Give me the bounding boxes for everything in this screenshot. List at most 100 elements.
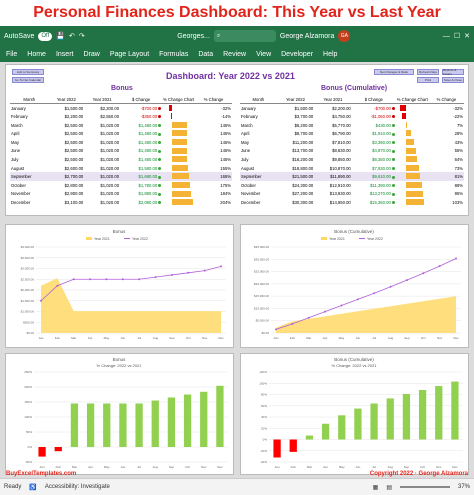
cell-a[interactable]: $24,300.00 bbox=[292, 182, 314, 188]
cell-c[interactable]: $6,350.00 bbox=[352, 155, 396, 164]
cell-c[interactable]: -$350.00 bbox=[120, 112, 162, 121]
cell-p[interactable]: 165% bbox=[195, 172, 232, 181]
cell-b[interactable]: $9,850.00 bbox=[332, 156, 351, 162]
cell-a[interactable]: $13,700.00 bbox=[292, 148, 314, 154]
cell-c[interactable]: $4,870.00 bbox=[352, 147, 396, 156]
cell-p[interactable]: 81% bbox=[428, 172, 464, 181]
cell-a[interactable]: $2,500.00 bbox=[64, 131, 84, 137]
cell-a[interactable]: $2,500.00 bbox=[64, 156, 84, 162]
cell-m[interactable]: August bbox=[241, 165, 255, 171]
cell-m[interactable]: January bbox=[241, 105, 256, 111]
cell-a[interactable]: $2,500.00 bbox=[64, 148, 84, 154]
ribbon-tab-page-layout[interactable]: Page Layout bbox=[109, 50, 150, 58]
redo-icon[interactable]: ↷ bbox=[78, 33, 85, 40]
cell-m[interactable]: May bbox=[11, 139, 19, 145]
cell-a[interactable]: $27,200.00 bbox=[292, 191, 314, 197]
cell-c[interactable]: $1,480.00 bbox=[120, 147, 162, 156]
cell-c[interactable]: $15,350.00 bbox=[352, 198, 396, 207]
net-calendar-button[interactable]: Go To Net Calendar bbox=[12, 77, 44, 83]
cell-c[interactable]: $1,580.00 bbox=[120, 164, 162, 173]
cell-a[interactable]: $2,800.00 bbox=[64, 182, 84, 188]
cell-b[interactable]: $1,020.00 bbox=[100, 182, 120, 188]
cell-m[interactable]: February bbox=[11, 113, 28, 119]
cell-a[interactable]: $18,800.00 bbox=[292, 165, 314, 171]
reports-button[interactable]: Reports & Charts bbox=[442, 68, 464, 76]
save-icon[interactable]: 💾 bbox=[56, 33, 65, 40]
ribbon-tab-review[interactable]: Review bbox=[223, 50, 247, 58]
cell-p[interactable]: 73% bbox=[454, 165, 463, 171]
cell-c[interactable]: $1,910.00 bbox=[352, 129, 396, 138]
cell-p[interactable]: -22% bbox=[453, 113, 463, 119]
cell-c[interactable]: $1,780.00 bbox=[120, 181, 162, 190]
cell-b[interactable]: $1,020.00 bbox=[100, 131, 120, 137]
cell-a[interactable]: $2,200.00 bbox=[64, 113, 84, 119]
avatar[interactable]: GA bbox=[338, 30, 351, 42]
ribbon-tab-insert[interactable]: Insert bbox=[55, 50, 74, 58]
cell-m[interactable]: September bbox=[240, 172, 277, 181]
ribbon-tab-home[interactable]: Home bbox=[27, 50, 46, 58]
cell-c[interactable]: $1,480.00 bbox=[120, 138, 162, 147]
cell-p[interactable]: 145% bbox=[220, 131, 231, 137]
cell-a[interactable]: $30,300.00 bbox=[292, 199, 314, 205]
cell-p[interactable]: 64% bbox=[454, 156, 463, 162]
cell-b[interactable]: $13,930.00 bbox=[329, 191, 351, 197]
zoom-slider[interactable] bbox=[399, 486, 450, 488]
ribbon-tab-view[interactable]: View bbox=[256, 50, 272, 58]
save-close-button[interactable]: Save & Close bbox=[442, 77, 464, 83]
cell-b[interactable]: $2,550.00 bbox=[100, 113, 120, 119]
ribbon-tab-data[interactable]: Data bbox=[198, 50, 214, 58]
cell-b[interactable]: $11,890.00 bbox=[314, 172, 352, 181]
cell-b[interactable]: $2,200.00 bbox=[332, 105, 351, 111]
refresh-data-button[interactable]: Refresh Data bbox=[417, 69, 439, 75]
cell-a[interactable]: $3,700.00 bbox=[294, 113, 314, 119]
cell-a[interactable]: $3,100.00 bbox=[64, 199, 84, 205]
maximize-icon[interactable]: ☐ bbox=[453, 33, 461, 40]
cell-c[interactable]: $430.00 bbox=[352, 121, 396, 130]
cell-m[interactable]: July bbox=[11, 156, 19, 162]
cell-p[interactable]: 55% bbox=[454, 148, 463, 154]
cell-c[interactable]: $1,880.00 bbox=[120, 190, 162, 199]
cell-m[interactable]: September bbox=[10, 172, 49, 181]
cell-b[interactable]: $5,770.00 bbox=[332, 122, 351, 128]
cell-b[interactable]: $8,830.00 bbox=[332, 148, 351, 154]
normal-view-icon[interactable]: ▦ bbox=[372, 484, 379, 491]
cell-p[interactable]: 155% bbox=[220, 165, 231, 171]
cell-m[interactable]: October bbox=[11, 182, 26, 188]
cell-b[interactable]: $1,020.00 bbox=[84, 172, 121, 181]
close-icon[interactable]: ✕ bbox=[464, 33, 470, 40]
minimize-icon[interactable]: — bbox=[442, 32, 450, 40]
cell-p[interactable]: 103% bbox=[452, 199, 463, 205]
cell-b[interactable]: $1,020.00 bbox=[100, 156, 120, 162]
cell-c[interactable]: $9,610.00 bbox=[351, 172, 396, 181]
cell-b[interactable]: $14,950.00 bbox=[329, 199, 351, 205]
cell-b[interactable]: $1,020.00 bbox=[100, 139, 120, 145]
cell-b[interactable]: $1,020.00 bbox=[100, 122, 120, 128]
page-layout-icon[interactable]: ▤ bbox=[386, 484, 392, 491]
cell-p[interactable]: 43% bbox=[454, 139, 463, 145]
cell-b[interactable]: $1,020.00 bbox=[100, 191, 120, 197]
cell-p[interactable]: 88% bbox=[454, 182, 463, 188]
cell-c[interactable]: -$700.00 bbox=[352, 104, 396, 113]
cell-a[interactable]: $8,700.00 bbox=[294, 131, 314, 137]
cell-a[interactable]: $2,900.00 bbox=[64, 191, 84, 197]
cell-p[interactable]: 175% bbox=[220, 182, 231, 188]
cell-c[interactable]: -$700.00 bbox=[120, 104, 162, 113]
cell-m[interactable]: January bbox=[11, 105, 26, 111]
cell-m[interactable]: April bbox=[241, 131, 250, 137]
cell-a[interactable]: $1,500.00 bbox=[64, 105, 84, 111]
cell-a[interactable]: $2,500.00 bbox=[64, 122, 84, 128]
cell-p[interactable]: 28% bbox=[454, 131, 463, 137]
cell-m[interactable]: November bbox=[241, 191, 261, 197]
cell-a[interactable]: $2,600.00 bbox=[64, 165, 84, 171]
cell-p[interactable]: -14% bbox=[221, 113, 231, 119]
cell-c[interactable]: $1,480.00 bbox=[120, 155, 162, 164]
ribbon-tab-draw[interactable]: Draw bbox=[83, 50, 100, 58]
cell-c[interactable]: $1,480.00 bbox=[120, 121, 162, 130]
cell-c[interactable]: $1,680.00 bbox=[120, 172, 163, 181]
file-name[interactable]: Georges... bbox=[177, 32, 210, 40]
cell-m[interactable]: August bbox=[11, 165, 25, 171]
cell-a[interactable]: $2,700.00 bbox=[48, 172, 85, 181]
cell-b[interactable]: $1,020.00 bbox=[100, 148, 120, 154]
cell-m[interactable]: June bbox=[11, 148, 21, 154]
cell-p[interactable]: 7% bbox=[456, 122, 463, 128]
